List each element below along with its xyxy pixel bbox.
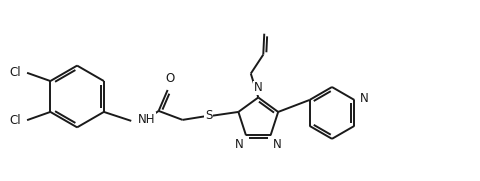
Text: NH: NH	[137, 113, 155, 126]
Text: N: N	[273, 138, 281, 151]
Text: Cl: Cl	[10, 66, 21, 79]
Text: Cl: Cl	[10, 114, 21, 127]
Text: O: O	[165, 72, 174, 85]
Text: N: N	[234, 138, 243, 151]
Text: N: N	[253, 81, 262, 94]
Text: N: N	[359, 92, 367, 106]
Text: S: S	[204, 109, 212, 122]
